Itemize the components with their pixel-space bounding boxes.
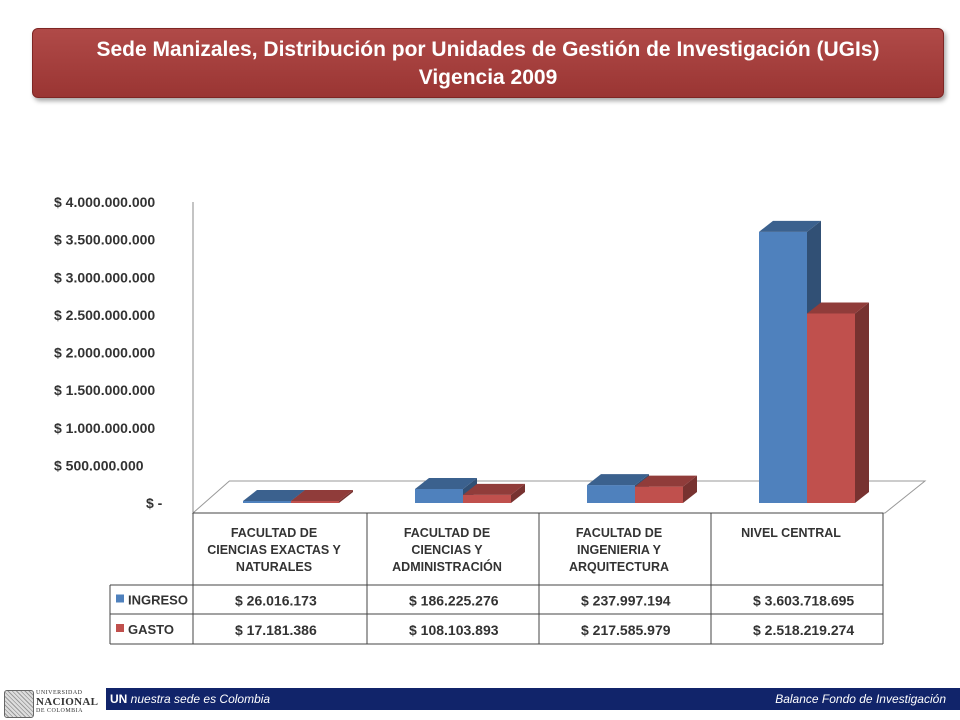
category-label: FACULTAD DE	[576, 526, 662, 540]
data-label-gasto: $ 2.518.219.274	[753, 622, 854, 638]
footer-slogan-text: nuestra sede es Colombia	[127, 692, 271, 706]
logo-line1: UNIVERSIDAD	[36, 690, 83, 696]
category-label: FACULTAD DE	[231, 526, 317, 540]
category-label: NIVEL CENTRAL	[741, 526, 841, 540]
y-tick-label: $ 2.500.000.000	[54, 307, 155, 323]
bar-side	[683, 475, 697, 503]
category-label: FACULTAD DE	[404, 526, 490, 540]
y-tick-label: $ 2.000.000.000	[54, 345, 155, 361]
bar-front	[759, 231, 807, 503]
university-emblem-icon	[4, 690, 34, 718]
y-tick-label: $ 3.000.000.000	[54, 269, 155, 285]
data-label-ingreso: $ 26.016.173	[235, 593, 317, 609]
bar-top	[587, 474, 649, 486]
bar-side	[855, 302, 869, 503]
bar-front	[635, 486, 683, 503]
bar-gasto-0	[291, 490, 353, 503]
data-label-gasto: $ 17.181.386	[235, 622, 317, 638]
category-label: ADMINISTRACIÓN	[392, 559, 502, 574]
legend-key-gasto	[116, 624, 124, 632]
bar-front	[291, 501, 339, 503]
category-label: ARQUITECTURA	[569, 560, 669, 574]
bar-ingreso-1	[415, 477, 477, 503]
bar-gasto-3	[807, 302, 869, 503]
legend-label-gasto: GASTO	[128, 622, 174, 637]
bar-top	[759, 220, 821, 232]
bar-front	[243, 501, 291, 503]
bar-gasto-1	[463, 483, 525, 503]
bar-top	[463, 483, 525, 495]
bar-top	[243, 490, 305, 501]
y-tick-label: $ 1.500.000.000	[54, 382, 155, 398]
y-tick-label: $ 1.000.000.000	[54, 420, 155, 436]
bar-side	[339, 490, 353, 503]
bar-front	[807, 313, 855, 503]
footer-bar: UN nuestra sede es Colombia Balance Fond…	[106, 688, 960, 710]
y-tick-label: $ 500.000.000	[54, 457, 144, 473]
y-tick-label: $ -	[146, 495, 163, 511]
data-label-ingreso: $ 3.603.718.695	[753, 593, 854, 609]
bar-top	[635, 475, 697, 487]
footer-slogan: UN nuestra sede es Colombia	[110, 692, 270, 706]
footer: UNIVERSIDAD NACIONAL DE COLOMBIA UN nues…	[0, 688, 960, 720]
bar-top	[415, 477, 477, 489]
logo-line3: DE COLOMBIA	[36, 708, 83, 714]
bar-gasto-2	[635, 475, 697, 503]
bar-chart: $ - $ 500.000.000 $ 1.000.000.000 $ 1.500.0…	[54, 194, 927, 645]
bar-side	[511, 483, 525, 503]
chart-subtitle: Vigencia 2009	[418, 66, 558, 89]
bar-front	[463, 494, 511, 503]
legend-key-ingreso	[116, 594, 124, 603]
category-label: INGENIERIA Y	[577, 543, 662, 557]
category-label: NATURALES	[236, 560, 312, 574]
chart-title: Sede Manizales, Distribución por Unidade…	[96, 38, 880, 61]
university-logo: UNIVERSIDAD NACIONAL DE COLOMBIA	[4, 688, 104, 718]
data-label-gasto: $ 217.585.979	[581, 622, 671, 638]
footer-slogan-bold: UN	[110, 692, 128, 706]
legend-label-ingreso: INGRESO	[128, 593, 188, 608]
data-label-gasto: $ 108.103.893	[409, 622, 499, 638]
bar-front	[415, 488, 463, 503]
category-label: CIENCIAS Y	[411, 543, 483, 557]
logo-line2: NACIONAL	[36, 696, 99, 708]
bar-front	[587, 485, 635, 503]
bar-top	[807, 302, 869, 314]
bar-top	[291, 490, 353, 501]
title-banner: Sede Manizales, Distribución por Unidade…	[32, 28, 944, 98]
data-label-ingreso: $ 237.997.194	[581, 593, 671, 609]
category-label: CIENCIAS EXACTAS Y	[207, 543, 341, 557]
footer-section-title: Balance Fondo de Investigación	[775, 692, 946, 706]
y-tick-label: $ 4.000.000.000	[54, 194, 155, 210]
data-label-ingreso: $ 186.225.276	[409, 593, 499, 609]
y-tick-label: $ 3.500.000.000	[54, 232, 155, 248]
